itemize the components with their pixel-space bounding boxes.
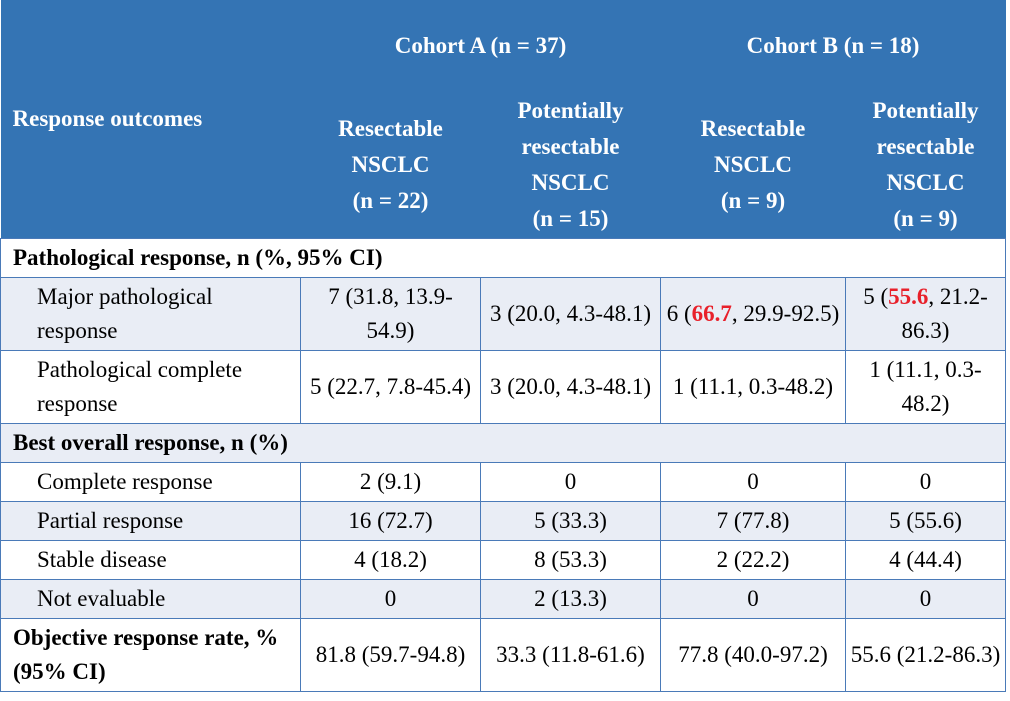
data-cell: 33.3 (11.8-61.6)	[480, 618, 661, 692]
table-row: Pathological response, n (%, 95% CI)	[0, 238, 1007, 278]
data-cell: 1 (11.1, 0.3-48.2)	[844, 350, 1007, 424]
column-header-line: resectable	[521, 134, 620, 159]
column-header-line: (n = 9)	[893, 206, 958, 231]
table-row: Major pathological response 7 (31.8, 13.9…	[0, 277, 1007, 351]
column-header-line: NSCLC	[531, 170, 610, 195]
data-cell: 7 (31.8, 13.9-54.9)	[300, 277, 481, 351]
row-label-header: Response outcomes	[0, 0, 301, 239]
data-cell: 0	[660, 462, 846, 502]
data-cell: 5 (33.3)	[480, 501, 661, 541]
cell-text: , 21.2-86.3)	[901, 284, 988, 343]
table-row: Stable disease 4 (18.2) 8 (53.3) 2 (22.2) 4 …	[0, 540, 1007, 580]
data-cell: 5 (55.6, 21.2-86.3)	[844, 277, 1007, 351]
column-header: Resectable NSCLC (n = 9)	[660, 92, 846, 239]
data-cell: 3 (20.0, 4.3-48.1)	[480, 277, 661, 351]
data-cell: 0	[844, 579, 1007, 619]
data-cell: 4 (18.2)	[300, 540, 481, 580]
data-cell: 2 (9.1)	[300, 462, 481, 502]
highlighted-value: 66.7	[691, 301, 732, 326]
column-header-line: Resectable	[338, 116, 443, 141]
column-header-line: Potentially	[517, 98, 624, 123]
column-header-line: (n = 9)	[720, 188, 786, 213]
column-header-line: (n = 15)	[532, 206, 609, 231]
data-cell: 5 (22.7, 7.8-45.4)	[300, 350, 481, 424]
table-row: Complete response 2 (9.1) 0 0 0	[0, 462, 1007, 502]
data-cell: 0	[300, 579, 481, 619]
table-row: Pathological complete response 5 (22.7, 7…	[0, 350, 1007, 424]
column-header-line: resectable	[876, 134, 975, 159]
data-cell: 3 (20.0, 4.3-48.1)	[480, 350, 661, 424]
data-cell: 7 (77.8)	[660, 501, 846, 541]
column-header: Potentially resectable NSCLC (n = 9)	[845, 92, 1006, 239]
cohort-header: Cohort A (n = 37)	[300, 0, 661, 92]
data-cell: 0	[660, 579, 846, 619]
column-header: Resectable NSCLC (n = 22)	[300, 92, 481, 239]
row-label: Stable disease	[0, 540, 301, 580]
section-title: Best overall response, n (%)	[0, 423, 1007, 463]
column-header-line: NSCLC	[714, 152, 792, 177]
row-label: Objective response rate, % (95% CI)	[0, 618, 301, 692]
data-cell: 2 (13.3)	[480, 579, 661, 619]
cell-text: , 29.9-92.5)	[731, 301, 840, 326]
data-cell: 77.8 (40.0-97.2)	[660, 618, 846, 692]
data-cell: 16 (72.7)	[300, 501, 481, 541]
data-cell: 0	[844, 462, 1007, 502]
data-cell: 8 (53.3)	[480, 540, 661, 580]
column-header: Potentially resectable NSCLC (n = 15)	[480, 92, 661, 239]
table-row: Not evaluable 0 2 (13.3) 0 0	[0, 579, 1007, 619]
data-cell: 4 (44.4)	[844, 540, 1007, 580]
row-label: Partial response	[0, 501, 301, 541]
column-header-line: (n = 22)	[352, 188, 429, 213]
table-row: Partial response 16 (72.7) 5 (33.3) 7 (77.8…	[0, 501, 1007, 541]
row-label: Complete response	[0, 462, 301, 502]
data-cell: 0	[480, 462, 661, 502]
column-header-line: Resectable	[700, 116, 806, 141]
highlighted-value: 55.6	[888, 284, 929, 309]
table-row: Objective response rate, % (95% CI) 81.8 …	[0, 618, 1007, 692]
data-cell: 5 (55.6)	[844, 501, 1007, 541]
cell-text: 5 (	[863, 284, 889, 309]
data-cell: 6 (66.7, 29.9-92.5)	[660, 277, 846, 351]
column-header-line: NSCLC	[886, 170, 965, 195]
section-title: Pathological response, n (%, 95% CI)	[0, 238, 1007, 278]
cohort-header: Cohort B (n = 18)	[660, 0, 1006, 92]
table-header: Response outcomes Cohort A (n = 37) Cohort…	[0, 0, 1006, 239]
data-cell: 81.8 (59.7-94.8)	[300, 618, 481, 692]
row-label: Not evaluable	[0, 579, 301, 619]
column-header-line: NSCLC	[351, 152, 430, 177]
row-label: Major pathological response	[0, 277, 301, 351]
table-row: Best overall response, n (%)	[0, 423, 1007, 463]
data-cell: 1 (11.1, 0.3-48.2)	[660, 350, 846, 424]
column-header-line: Potentially	[872, 98, 979, 123]
data-cell: 55.6 (21.2-86.3)	[844, 618, 1007, 692]
cell-text: 6 (	[666, 301, 692, 326]
table-body: Pathological response, n (%, 95% CI) Majo…	[0, 238, 1007, 692]
row-label: Pathological complete response	[0, 350, 301, 424]
data-cell: 2 (22.2)	[660, 540, 846, 580]
